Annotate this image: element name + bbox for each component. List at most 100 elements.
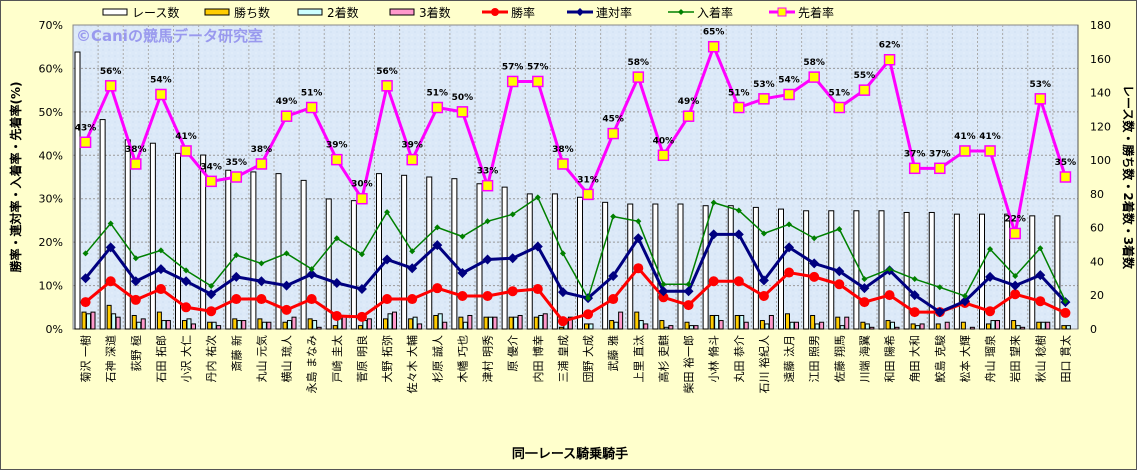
top2-rate-point — [432, 240, 443, 251]
ahead-rate-point — [959, 145, 971, 157]
ahead-rate-label: 57% — [527, 62, 549, 72]
top2-rate-point — [155, 264, 166, 275]
bar-wins — [383, 318, 388, 330]
bar-races — [551, 193, 558, 330]
bar-second — [588, 323, 594, 330]
bar-third — [969, 326, 975, 330]
legend-label: 勝率 — [511, 5, 535, 20]
ahead-rate-point — [984, 145, 996, 157]
bar-second — [714, 314, 720, 330]
y-tick-right: 120 — [1090, 120, 1111, 133]
top2-rate-point — [683, 286, 694, 297]
win-rate-point — [507, 286, 518, 297]
top2-rate-point — [708, 229, 719, 240]
win-rate-point — [633, 263, 644, 274]
ahead-rate-point — [280, 110, 293, 122]
bar-third — [216, 325, 222, 330]
top3-rate-point — [258, 260, 265, 267]
y-tick-left: 60% — [39, 62, 63, 75]
top3-rate-point — [107, 220, 114, 227]
bar-wins — [257, 318, 263, 330]
ahead-rate-point — [305, 101, 318, 114]
top3-rate-point — [610, 213, 617, 220]
ahead-rate-label: 41% — [954, 132, 976, 142]
top3-rate-point — [484, 218, 491, 225]
x-tick-label: 佐藤 翔馬 — [832, 335, 846, 383]
win-rate-point — [382, 294, 393, 305]
x-tick-label: 秋山 稔樹 — [1033, 335, 1047, 383]
x-tick-label: 丸田 恭介 — [733, 335, 746, 383]
ahead-rate-label: 51% — [728, 89, 750, 99]
top2-rate-point — [859, 283, 870, 294]
x-tick-label: 遠藤 汰月 — [782, 335, 796, 383]
win-rate-point — [206, 306, 217, 317]
x-tick-label: 丹内 祐次 — [204, 335, 218, 383]
bar-races — [175, 152, 181, 330]
x-tick-label: 大野 拓弥 — [380, 335, 394, 383]
x-tick-label: 高杉 吏麒 — [656, 335, 670, 383]
bar-second — [1065, 325, 1071, 330]
x-tick-label: 川端 海翼 — [857, 335, 871, 383]
ahead-rate-point — [506, 75, 519, 88]
bar-wins — [709, 314, 715, 330]
bar-races — [979, 213, 985, 330]
x-tick-label: 小沢 大仁 — [179, 335, 193, 383]
ahead-rate-line — [84, 42, 1067, 234]
bar-wins — [508, 316, 514, 330]
top2-rate-point — [985, 271, 996, 282]
ahead-rate-point — [758, 93, 770, 105]
y-tick-right: 160 — [1090, 53, 1111, 66]
legend-marker — [491, 8, 499, 16]
top2-rate-point — [834, 266, 845, 277]
ahead-rate-label: 50% — [452, 93, 474, 103]
win-rate-point — [356, 311, 367, 322]
top3-rate-point — [384, 209, 391, 216]
top3-rate-point — [585, 295, 592, 302]
ahead-rate-point — [733, 101, 745, 114]
win-rate-point — [658, 292, 669, 303]
win-rate-point — [583, 309, 594, 320]
top2-rate-point — [281, 280, 292, 291]
bar-wins — [734, 314, 740, 330]
bar-wins — [81, 311, 87, 330]
top2-rate-point — [356, 284, 367, 295]
win-rate-point — [306, 294, 317, 305]
bar-wins — [357, 325, 363, 330]
ahead-rate-label: 31% — [577, 175, 599, 185]
ahead-rate-point — [833, 101, 846, 114]
bar-wins — [1011, 320, 1017, 330]
bar-third — [894, 326, 900, 330]
y-tick-right: 180 — [1090, 19, 1111, 32]
bar-wins — [408, 318, 414, 330]
bar-third — [693, 325, 699, 330]
bar-races — [74, 51, 81, 330]
x-tick-label: 菊沢 一樹 — [79, 335, 93, 383]
ahead-rate-point — [783, 88, 795, 101]
bar-third — [995, 320, 1000, 330]
bar-races — [275, 173, 282, 330]
bar-third — [1020, 326, 1026, 330]
x-tick-label: 田口 貫太 — [1059, 335, 1072, 383]
x-tick-label: 杉原 誠人 — [430, 335, 444, 383]
ahead-rate-label: 57% — [502, 62, 524, 72]
ahead-rate-point — [230, 171, 243, 183]
y-tick-left: 0% — [46, 323, 63, 336]
top3-rate-point — [208, 283, 215, 290]
top2-rate-point — [959, 296, 970, 307]
ahead-rate-label: 56% — [100, 67, 122, 77]
bar-second — [613, 321, 619, 330]
bar-third — [517, 314, 523, 330]
ahead-rate-point — [934, 162, 946, 175]
win-rate-point — [708, 276, 719, 287]
legend-swatch — [204, 8, 230, 16]
bar-wins — [156, 311, 162, 330]
bar-third — [366, 318, 372, 330]
y-tick-right: 100 — [1090, 154, 1111, 167]
win-rate-point — [859, 297, 870, 308]
bar-wins — [759, 320, 765, 330]
lines: 43%56%38%54%41%34% 35%38%49%51%39%30%56%3… — [75, 28, 1076, 327]
win-rate-point — [758, 290, 769, 301]
ahead-rate-label: 54% — [778, 75, 800, 85]
ahead-rate-point — [607, 127, 619, 140]
bar-wins — [584, 323, 589, 330]
